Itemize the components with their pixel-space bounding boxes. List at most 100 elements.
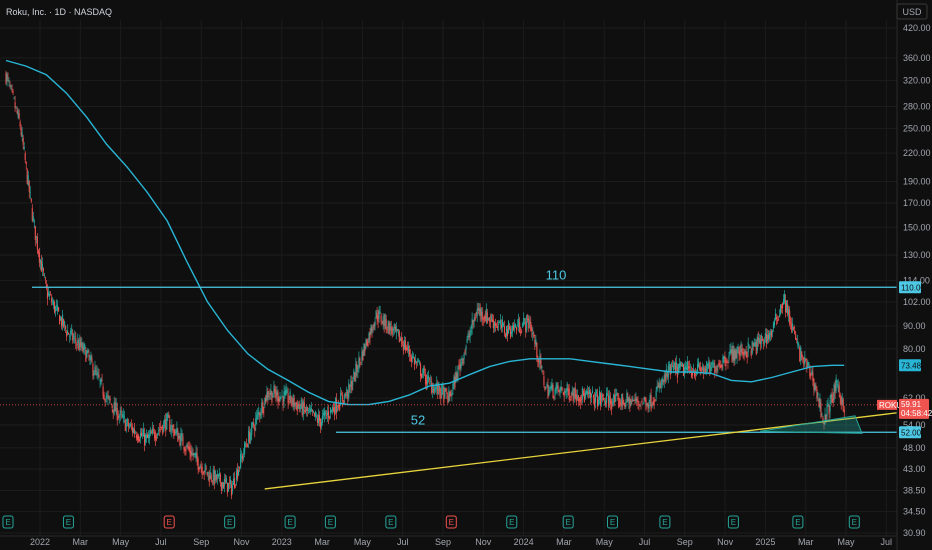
candle[interactable] bbox=[416, 361, 419, 363]
candle[interactable] bbox=[123, 416, 125, 418]
candle[interactable] bbox=[626, 393, 628, 402]
candle[interactable] bbox=[645, 399, 647, 410]
candle[interactable] bbox=[457, 365, 459, 379]
candle[interactable] bbox=[68, 332, 70, 335]
candle[interactable] bbox=[614, 394, 616, 403]
candle[interactable] bbox=[401, 342, 403, 344]
candle[interactable] bbox=[607, 393, 609, 396]
candle[interactable] bbox=[375, 310, 377, 318]
candle[interactable] bbox=[758, 338, 760, 343]
candle[interactable] bbox=[771, 331, 773, 333]
candle[interactable] bbox=[477, 308, 479, 311]
candle[interactable] bbox=[165, 419, 167, 432]
candle[interactable] bbox=[135, 434, 137, 439]
candle[interactable] bbox=[406, 347, 408, 350]
candle[interactable] bbox=[501, 319, 504, 328]
candle[interactable] bbox=[398, 331, 400, 343]
candle[interactable] bbox=[326, 412, 329, 416]
candle[interactable] bbox=[577, 395, 579, 402]
candle[interactable] bbox=[113, 401, 115, 414]
candle[interactable] bbox=[374, 321, 376, 326]
candle[interactable] bbox=[328, 411, 330, 419]
candle[interactable] bbox=[519, 322, 521, 333]
candle[interactable] bbox=[117, 415, 119, 418]
candle[interactable] bbox=[794, 330, 796, 334]
candle[interactable] bbox=[812, 372, 814, 382]
candle[interactable] bbox=[618, 397, 620, 408]
candle[interactable] bbox=[17, 110, 19, 117]
candle[interactable] bbox=[678, 363, 680, 369]
candle[interactable] bbox=[43, 274, 45, 276]
candle[interactable] bbox=[493, 322, 495, 328]
candle[interactable] bbox=[709, 364, 711, 374]
candle[interactable] bbox=[448, 389, 450, 402]
candle[interactable] bbox=[415, 362, 418, 363]
candle[interactable] bbox=[733, 350, 735, 362]
candle[interactable] bbox=[110, 403, 112, 405]
candle[interactable] bbox=[95, 370, 97, 372]
candle[interactable] bbox=[279, 396, 281, 402]
candle[interactable] bbox=[831, 394, 833, 403]
candle[interactable] bbox=[301, 403, 303, 416]
candle[interactable] bbox=[231, 485, 234, 492]
candle[interactable] bbox=[517, 325, 519, 327]
candle[interactable] bbox=[544, 386, 546, 390]
candle[interactable] bbox=[143, 433, 146, 446]
candle[interactable] bbox=[425, 374, 427, 385]
candle[interactable] bbox=[352, 383, 354, 385]
candle[interactable] bbox=[595, 391, 598, 394]
candle[interactable] bbox=[149, 434, 151, 438]
candle[interactable] bbox=[137, 435, 140, 441]
candle[interactable] bbox=[209, 472, 211, 479]
candle[interactable] bbox=[336, 399, 338, 413]
candle[interactable] bbox=[10, 85, 12, 87]
candle[interactable] bbox=[825, 414, 827, 422]
candle[interactable] bbox=[431, 382, 433, 393]
candle[interactable] bbox=[795, 334, 797, 340]
candle[interactable] bbox=[138, 439, 141, 441]
candle[interactable] bbox=[314, 411, 316, 417]
candle[interactable] bbox=[757, 337, 759, 341]
candle[interactable] bbox=[152, 428, 154, 434]
candle[interactable] bbox=[751, 341, 753, 354]
candle[interactable] bbox=[809, 365, 811, 377]
candle[interactable] bbox=[732, 345, 734, 360]
candle[interactable] bbox=[788, 308, 790, 316]
candle[interactable] bbox=[609, 395, 611, 404]
candle[interactable] bbox=[174, 431, 176, 433]
candle[interactable] bbox=[242, 455, 244, 460]
candle[interactable] bbox=[216, 474, 218, 479]
candle[interactable] bbox=[313, 412, 315, 417]
candle[interactable] bbox=[657, 386, 659, 388]
candle[interactable] bbox=[94, 366, 96, 375]
candle[interactable] bbox=[550, 385, 552, 389]
candle[interactable] bbox=[750, 350, 752, 356]
candle[interactable] bbox=[681, 362, 684, 367]
candle[interactable] bbox=[182, 436, 184, 446]
candle[interactable] bbox=[423, 367, 425, 374]
candle[interactable] bbox=[635, 396, 637, 402]
candle[interactable] bbox=[239, 467, 241, 469]
candle[interactable] bbox=[490, 315, 492, 320]
candle[interactable] bbox=[407, 345, 409, 352]
candle[interactable] bbox=[604, 400, 606, 402]
candle[interactable] bbox=[688, 366, 691, 368]
candle[interactable] bbox=[549, 387, 551, 390]
candle[interactable] bbox=[74, 336, 76, 337]
candle[interactable] bbox=[504, 333, 507, 338]
candle[interactable] bbox=[488, 317, 490, 321]
candle[interactable] bbox=[78, 343, 80, 350]
candle[interactable] bbox=[835, 378, 837, 391]
candle[interactable] bbox=[71, 328, 73, 332]
candle[interactable] bbox=[13, 97, 15, 99]
candle[interactable] bbox=[82, 346, 84, 352]
candle[interactable] bbox=[817, 392, 819, 397]
candle[interactable] bbox=[497, 323, 499, 325]
candle[interactable] bbox=[76, 344, 78, 346]
candle[interactable] bbox=[39, 259, 41, 264]
candle[interactable] bbox=[387, 320, 389, 329]
candle[interactable] bbox=[430, 381, 432, 382]
candle[interactable] bbox=[816, 388, 818, 399]
candle[interactable] bbox=[479, 308, 481, 316]
candle[interactable] bbox=[717, 365, 719, 368]
